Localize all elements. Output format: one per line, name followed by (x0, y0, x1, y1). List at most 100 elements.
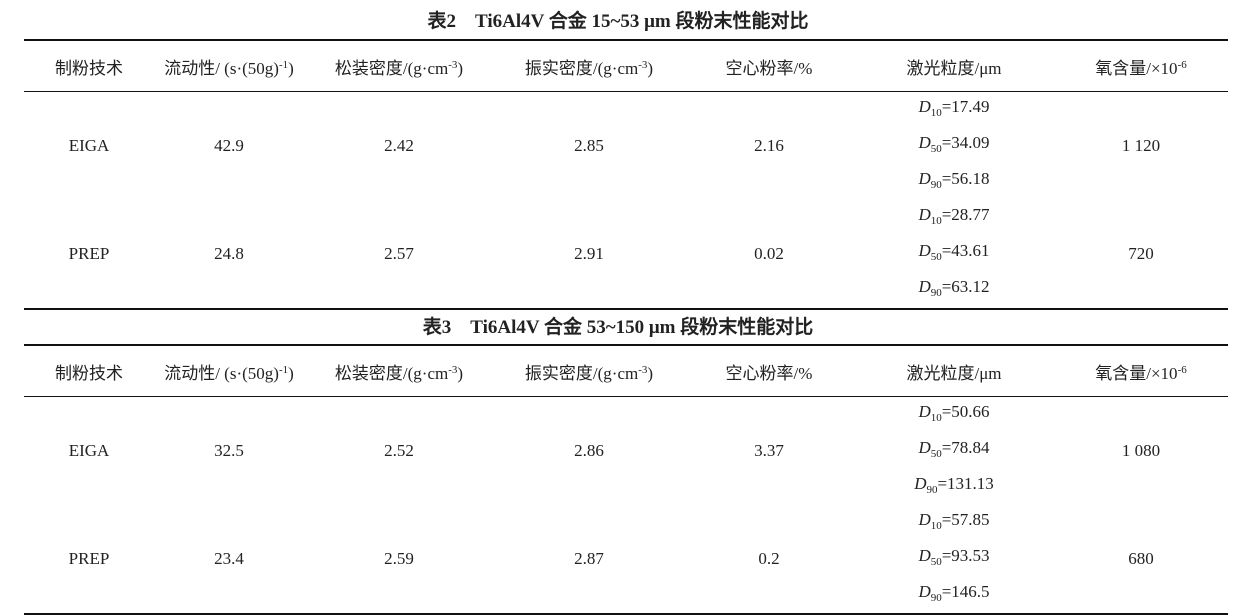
column-header: 松装密度/(g·cm-3) (304, 344, 494, 397)
d-value: =56.18 (941, 169, 990, 188)
cell-flow: 42.9 (214, 136, 244, 155)
d-subscript: 50 (930, 251, 942, 263)
cell-tap: 2.91 (494, 200, 684, 310)
cell-particle-size: D10=57.85 D50=93.53 D90=146.5 (854, 505, 1054, 615)
cell-flow: 23.4 (154, 505, 304, 615)
header-row: 制粉技术 流动性/ (s·(50g)-1) 松装密度/(g·cm-3) 振实密度/(g… (24, 344, 1228, 397)
cell-apparent: 2.59 (304, 505, 494, 615)
d-subscript: 90 (930, 287, 942, 299)
header-tail: ) (288, 363, 294, 383)
particle-size-value: D50=34.09 (854, 128, 1054, 164)
column-header: 振实密度/(g·cm-3) (494, 344, 684, 397)
properties-table: 制粉技术 流动性/ (s·(50g)-1) 松装密度/(g·cm-3) 振实密度/(g… (24, 39, 1228, 310)
cell-oxygen: 720 (1054, 200, 1228, 310)
d-subscript: 90 (926, 484, 938, 496)
column-header: 制粉技术 (24, 39, 154, 92)
header-text: 松装密度/(g·cm (334, 58, 449, 78)
cell-oxygen: 1 080 (1121, 441, 1161, 460)
particle-size-value: D50=43.61 (854, 236, 1054, 272)
table-title: 表3 Ti6Al4V 合金 53~150 μm 段粉末性能对比 (422, 317, 814, 338)
header-tail: ) (288, 58, 294, 78)
header-row: 制粉技术 流动性/ (s·(50g)-1) 松装密度/(g·cm-3) 振实密度/(g… (24, 39, 1228, 92)
d-subscript: 90 (930, 179, 942, 191)
cell-tap: 2.86 (574, 441, 604, 460)
cell-particle-size: D10=50.66 D50=78.84 D90=131.13 (854, 397, 1054, 506)
column-header: 制粉技术 (24, 344, 154, 397)
d-value: =146.5 (941, 582, 990, 601)
table-title: 表2 Ti6Al4V 合金 15~53 μm 段粉末性能对比 (427, 11, 809, 32)
particle-size-value: D10=28.77 (854, 200, 1054, 236)
header-text: 空心粉率/% (725, 58, 813, 78)
d-value: =43.61 (941, 241, 990, 260)
cell-hollow: 2.16 (754, 136, 784, 155)
d-value: =93.53 (941, 546, 990, 565)
column-header: 激光粒度/μm (854, 344, 1054, 397)
header-superscript: -6 (1177, 58, 1187, 71)
header-superscript: -6 (1177, 363, 1187, 376)
table-row: PREP 24.8 2.57 2.91 0.02 D10=28.77 D50=43.61 D9… (24, 200, 1228, 310)
d-symbol: D (918, 546, 931, 565)
d-symbol: D (918, 582, 931, 601)
d-symbol: D (918, 97, 931, 116)
d-symbol: D (918, 205, 931, 224)
cell-tech: EIGA (68, 441, 110, 460)
d-subscript: 10 (930, 215, 942, 227)
d-symbol: D (918, 277, 931, 296)
cell-oxygen: 680 (1054, 505, 1228, 615)
header-superscript: -1 (278, 363, 289, 376)
header-superscript: -3 (448, 363, 458, 376)
header-tail: ) (457, 58, 464, 78)
table-row: EIGA 42.9 2.42 2.85 2.16 D10=17.49 D50=34.09 D9… (24, 92, 1228, 201)
d-symbol: D (918, 510, 931, 529)
header-text: 制粉技术 (55, 58, 123, 78)
particle-size-value: D90=63.12 (854, 272, 1054, 308)
particle-size-value: D90=146.5 (854, 577, 1054, 613)
d-value: =28.77 (941, 205, 990, 224)
d-value: =78.84 (941, 438, 990, 457)
d-symbol: D (918, 402, 931, 421)
cell-apparent: 2.52 (384, 441, 414, 460)
header-text: 振实密度/(g·cm (524, 58, 639, 78)
header-text: 振实密度/(g·cm (524, 363, 639, 383)
header-text: 激光粒度/μm (906, 363, 1002, 383)
cell-tech: PREP (24, 200, 154, 310)
table-row: PREP 23.4 2.59 2.87 0.2 D10=57.85 D50=93.53 D90… (24, 505, 1228, 615)
header-text: 氧含量/×10 (1095, 363, 1178, 383)
cell-hollow: 0.02 (684, 200, 854, 310)
header-text: 制粉技术 (55, 363, 123, 383)
particle-size-value: D90=56.18 (854, 164, 1054, 200)
cell-tech: PREP (24, 505, 154, 615)
header-text: 松装密度/(g·cm (334, 363, 449, 383)
column-header: 振实密度/(g·cm-3) (494, 39, 684, 92)
cell-tech: EIGA (68, 136, 110, 155)
d-subscript: 50 (930, 448, 942, 460)
table-row: EIGA 32.5 2.52 2.86 3.37 D10=50.66 D50=78.84 D9… (24, 397, 1228, 506)
cell-flow: 32.5 (214, 441, 244, 460)
d-value: =57.85 (941, 510, 990, 529)
column-header: 空心粉率/% (684, 39, 854, 92)
d-symbol: D (918, 241, 931, 260)
d-symbol: D (918, 169, 931, 188)
particle-size-value: D10=57.85 (854, 505, 1054, 541)
particle-size-value: D10=50.66 (854, 397, 1054, 433)
d-value: =17.49 (941, 97, 990, 116)
header-text: 流动性/ (s·(50g) (164, 58, 279, 78)
column-header: 氧含量/×10-6 (1054, 39, 1228, 92)
cell-particle-size: D10=17.49 D50=34.09 D90=56.18 (854, 92, 1054, 201)
particle-size-value: D50=78.84 (854, 433, 1054, 469)
header-text: 流动性/ (s·(50g) (164, 363, 279, 383)
particle-size-value: D50=93.53 (854, 541, 1054, 577)
header-tail: ) (457, 363, 464, 383)
header-superscript: -3 (638, 58, 648, 71)
header-tail: ) (647, 58, 654, 78)
cell-tap: 2.87 (494, 505, 684, 615)
d-symbol: D (918, 133, 931, 152)
cell-hollow: 3.37 (754, 441, 784, 460)
d-subscript: 90 (930, 592, 942, 604)
header-superscript: -3 (448, 58, 458, 71)
d-value: =131.13 (937, 474, 994, 493)
d-subscript: 50 (930, 556, 942, 568)
d-subscript: 10 (930, 107, 942, 119)
d-symbol: D (914, 474, 927, 493)
cell-hollow: 0.2 (684, 505, 854, 615)
